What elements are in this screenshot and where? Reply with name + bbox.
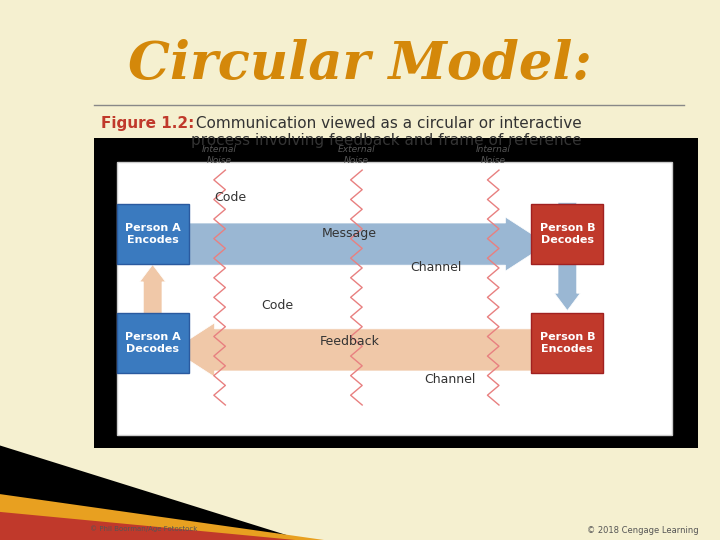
Text: Person A
Encodes: Person A Encodes bbox=[125, 223, 181, 245]
FancyBboxPatch shape bbox=[531, 204, 603, 264]
FancyArrow shape bbox=[554, 202, 580, 310]
Text: Message: Message bbox=[322, 227, 377, 240]
FancyBboxPatch shape bbox=[117, 162, 672, 435]
Text: Figure 1.2:: Figure 1.2: bbox=[101, 116, 194, 131]
FancyArrow shape bbox=[173, 323, 565, 377]
Text: Person A
Decodes: Person A Decodes bbox=[125, 332, 181, 354]
Text: Channel: Channel bbox=[410, 261, 462, 274]
Text: External
Noise: External Noise bbox=[338, 145, 375, 165]
Text: Communication viewed as a circular or interactive
process involving feedback and: Communication viewed as a circular or in… bbox=[191, 116, 582, 148]
Text: Circular Model:: Circular Model: bbox=[128, 39, 592, 90]
Text: Internal
Noise: Internal Noise bbox=[476, 145, 510, 165]
Text: Person B
Decodes: Person B Decodes bbox=[539, 223, 595, 245]
FancyBboxPatch shape bbox=[94, 138, 698, 448]
Polygon shape bbox=[0, 446, 302, 540]
Text: Channel: Channel bbox=[424, 373, 476, 386]
Polygon shape bbox=[0, 494, 324, 540]
FancyBboxPatch shape bbox=[531, 313, 603, 373]
Text: Code: Code bbox=[261, 299, 293, 312]
Text: © Phil Boorman/Age Fotostock: © Phil Boorman/Age Fotostock bbox=[90, 525, 198, 532]
FancyBboxPatch shape bbox=[117, 313, 189, 373]
Text: © 2018 Cengage Learning: © 2018 Cengage Learning bbox=[587, 525, 698, 535]
Text: Feedback: Feedback bbox=[319, 335, 379, 348]
Text: Internal
Noise: Internal Noise bbox=[202, 145, 237, 165]
FancyBboxPatch shape bbox=[117, 204, 189, 264]
FancyArrow shape bbox=[155, 217, 547, 271]
FancyArrow shape bbox=[140, 265, 166, 373]
Polygon shape bbox=[0, 512, 295, 540]
Text: Code: Code bbox=[215, 191, 246, 204]
Text: Person B
Encodes: Person B Encodes bbox=[539, 332, 595, 354]
